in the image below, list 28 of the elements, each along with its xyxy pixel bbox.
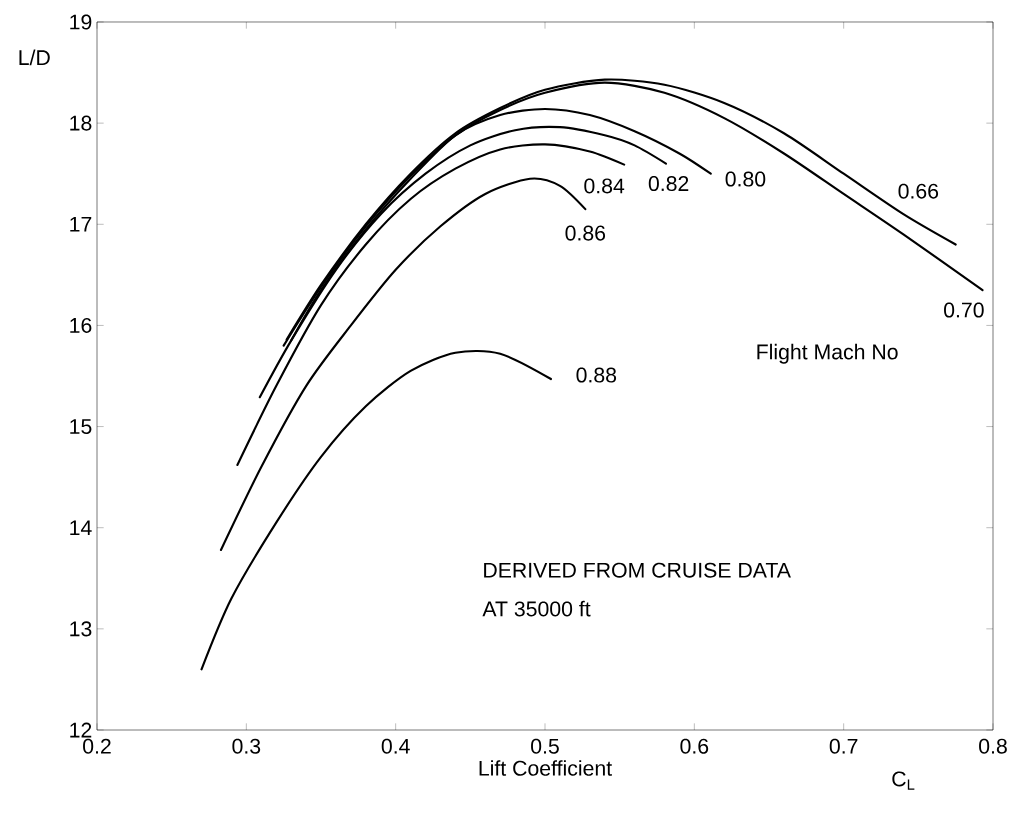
x-tick-label: 0.2 <box>83 738 111 754</box>
x-tick-label: 0.5 <box>531 738 559 754</box>
y-tick-label: 17 <box>70 216 92 232</box>
x-tick-label: 0.6 <box>680 738 709 754</box>
x-tick-label: 0.3 <box>232 738 261 754</box>
x-tick-label: 0.7 <box>829 738 858 754</box>
y-tick-label: 18 <box>70 115 92 131</box>
y-tick-label: 14 <box>70 520 92 536</box>
x-tick-label: 0.4 <box>381 738 410 754</box>
series-label: 0.82 <box>648 176 689 192</box>
series-label: 0.80 <box>725 171 766 187</box>
annotation: DERIVED FROM CRUISE DATA <box>484 562 791 578</box>
series-label: 0.84 <box>584 178 625 194</box>
annotation: AT 35000 ft <box>482 600 591 617</box>
series-label: 0.70 <box>944 302 984 318</box>
y-tick-label: 19 <box>70 14 92 30</box>
series-label: 0.86 <box>565 225 606 241</box>
y-tick-label: 13 <box>70 621 92 637</box>
y-tick-label: 16 <box>70 317 92 333</box>
y-tick-label: 15 <box>70 419 92 434</box>
x-tick-label: 0.8 <box>979 738 1007 754</box>
annotation: Flight Mach No <box>757 343 898 364</box>
y-axis-title: L/D <box>19 49 50 66</box>
x-axis-title: Lift Coefficient <box>479 760 612 776</box>
y-tick-label: 12 <box>70 722 92 738</box>
series-label: 0.66 <box>898 183 939 199</box>
series-label: 0.88 <box>576 367 617 383</box>
text: C$_{L}$ <box>892 771 915 790</box>
